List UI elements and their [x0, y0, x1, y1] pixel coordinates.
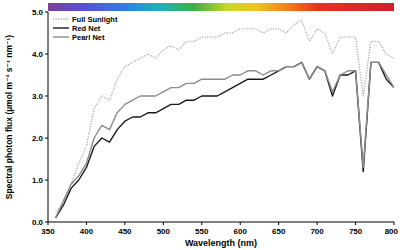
series-line — [56, 62, 394, 217]
x-tick — [48, 222, 49, 225]
legend: Full SunlightRed NetPearl Net — [53, 15, 118, 42]
y-tick-label: 4.0 — [32, 50, 44, 59]
x-tick-label: 450 — [118, 227, 132, 236]
x-tick-label: 500 — [157, 227, 171, 236]
x-tick — [163, 222, 164, 225]
x-tick-label: 400 — [80, 227, 94, 236]
legend-label: Full Sunlight — [72, 15, 118, 24]
legend-key — [53, 36, 69, 37]
series-line — [56, 20, 394, 213]
x-tick-label: 800 — [385, 227, 399, 236]
x-tick — [86, 222, 87, 225]
x-tick — [317, 222, 318, 225]
y-tick — [45, 12, 48, 13]
y-tick — [45, 138, 48, 139]
legend-label: Pearl Net — [72, 33, 105, 42]
x-axis — [48, 222, 394, 223]
spectrum-bar — [48, 3, 394, 11]
chart: 0.0 1.0 2.0 3.0 4.0 5.0 350 400 450 500 550 600 650 7… — [0, 0, 400, 250]
y-tick-label: 3.0 — [32, 92, 44, 101]
x-tick — [394, 222, 395, 225]
x-tick-label: 550 — [195, 227, 209, 236]
y-tick-label: 0.0 — [32, 218, 44, 227]
legend-label: Red Net — [72, 24, 101, 33]
lines — [56, 20, 394, 217]
y-tick-label: 5.0 — [32, 8, 44, 17]
legend-key — [53, 18, 69, 19]
y-tick — [45, 54, 48, 55]
y-axis — [48, 12, 49, 222]
x-tick-label: 650 — [272, 227, 286, 236]
x-tick-label: 350 — [41, 227, 55, 236]
x-tick — [278, 222, 279, 225]
x-axis-label: Wavelength (nm) — [185, 238, 257, 248]
x-tick — [355, 222, 356, 225]
legend-key — [53, 27, 69, 28]
x-tick — [240, 222, 241, 225]
y-tick-label: 2.0 — [32, 134, 44, 143]
x-tick-label: 750 — [349, 227, 363, 236]
series-line — [56, 62, 394, 217]
x-tick — [124, 222, 125, 225]
y-axis-label: Spectral photon flux (µmol m⁻² s⁻¹ nm⁻¹) — [4, 35, 14, 199]
x-tick-label: 700 — [310, 227, 324, 236]
y-tick — [45, 96, 48, 97]
x-tick — [201, 222, 202, 225]
y-tick — [45, 180, 48, 181]
x-tick-label: 600 — [234, 227, 248, 236]
y-tick-label: 1.0 — [32, 176, 44, 185]
